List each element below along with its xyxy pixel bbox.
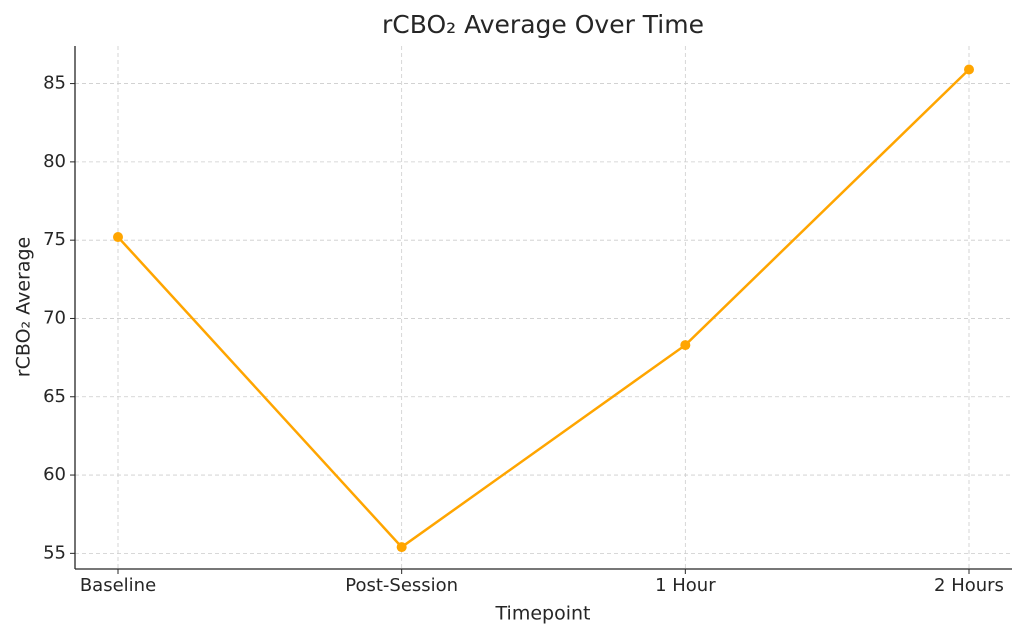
x-tick-label: 1 Hour	[655, 575, 716, 596]
x-axis-label: Timepoint	[495, 603, 591, 625]
x-tick-label: Baseline	[80, 575, 156, 596]
x-tick-label: Post-Session	[345, 575, 458, 596]
y-tick-label: 70	[43, 307, 66, 328]
y-tick-label: 55	[43, 542, 66, 563]
point	[113, 232, 123, 243]
point	[964, 64, 974, 75]
y-tick-label: 60	[43, 464, 66, 485]
y-axis-label: rCBO₂ Average	[13, 237, 35, 377]
y-tick-label: 65	[43, 386, 66, 407]
line	[117, 68, 970, 549]
y-tick-label: 80	[43, 151, 66, 172]
point	[396, 542, 407, 553]
y-tick-label: 75	[43, 229, 66, 250]
x-tick-label: 2 Hours	[934, 575, 1004, 596]
chart-title: rCBO₂ Average Over Time	[382, 10, 704, 39]
point	[680, 340, 691, 351]
y-tick-label: 85	[43, 73, 66, 94]
